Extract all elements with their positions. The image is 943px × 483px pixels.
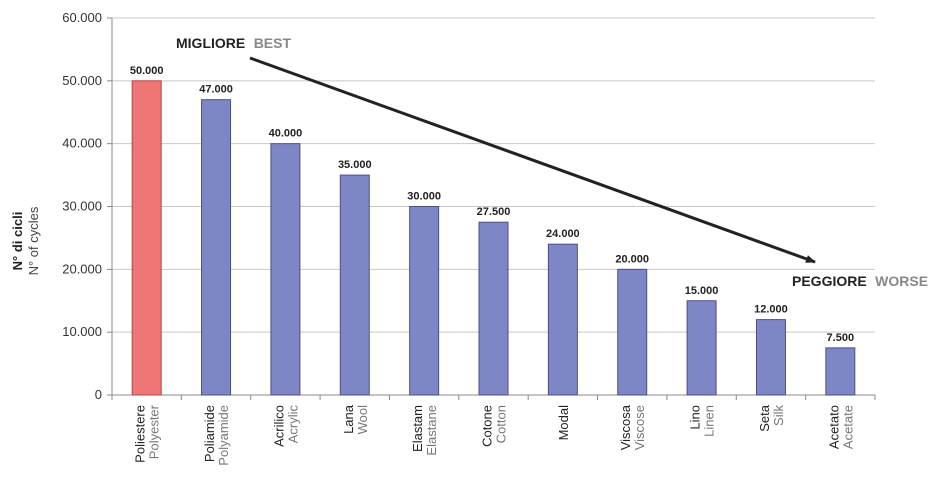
- y-tick-label: 60.000: [62, 10, 102, 25]
- bar-linen: [686, 300, 717, 396]
- x-tick-label-it: Acrilico: [271, 405, 286, 447]
- y-tick-label: 40.000: [62, 136, 102, 151]
- category-labels: Poliestere Polyester Poliamide Polyamide Acr…: [133, 404, 856, 465]
- best-annotation: MIGLIORE BEST: [176, 35, 291, 52]
- trend-arrow: [249, 56, 816, 264]
- x-tick-label-en: Cotton: [494, 405, 509, 443]
- bar-wool: [339, 174, 370, 396]
- bar-polyester: [131, 80, 162, 396]
- bar-modal: [547, 243, 578, 396]
- gridlines: [112, 17, 875, 333]
- y-tick-label: 20.000: [62, 261, 102, 276]
- bar-viscose: [617, 268, 648, 396]
- data-label: 15.000: [685, 285, 719, 297]
- y-tick-label: 10.000: [62, 324, 102, 339]
- x-tick-label-en: Polyester: [147, 404, 162, 459]
- y-axis-title-en: N° of cycles: [26, 206, 41, 275]
- data-label: 12.000: [754, 304, 788, 316]
- x-tick-label-en: Silk: [771, 405, 786, 426]
- x-tick-label-en: Linen: [702, 405, 717, 437]
- x-tick-label-it: Cotone: [480, 405, 495, 447]
- x-tick-label-it: Elastam: [410, 405, 425, 452]
- y-tick-label: 30.000: [62, 199, 102, 214]
- data-label: 35.000: [338, 159, 372, 171]
- x-tick-label-it: Poliestere: [133, 405, 148, 463]
- worst-annotation-en: WORSE: [875, 273, 928, 289]
- bar-silk: [755, 319, 786, 396]
- bar-polyamide: [201, 99, 232, 396]
- data-label: 40.000: [269, 128, 303, 140]
- x-tick-label-en: Viscose: [632, 405, 647, 450]
- worst-annotation: PEGGIORE WORSE: [792, 273, 928, 290]
- x-tick-label-it: Modal: [556, 405, 571, 441]
- x-tick-label-en: Acetate: [840, 405, 855, 449]
- data-label: 7.500: [827, 332, 855, 344]
- data-label: 24.000: [546, 228, 580, 240]
- x-tick-label-en: Elastane: [424, 405, 439, 456]
- data-label: 50.000: [130, 65, 164, 77]
- data-label: 47.000: [199, 84, 233, 96]
- x-tick-label-en: Acrylic: [285, 405, 300, 444]
- data-labels: 50.000 47.000 40.000 35.000 30.000 27.500 24.0…: [130, 65, 854, 344]
- x-tick-label-it: Lino: [688, 405, 703, 430]
- x-tick-label-it: Acetato: [826, 405, 841, 449]
- worst-annotation-it: PEGGIORE: [792, 273, 867, 289]
- data-label: 27.500: [477, 206, 511, 218]
- best-annotation-en: BEST: [254, 35, 292, 51]
- best-annotation-it: MIGLIORE: [176, 35, 245, 51]
- data-label: 20.000: [615, 253, 649, 265]
- y-tick-label: 50.000: [62, 73, 102, 88]
- bar-acetate: [825, 347, 856, 396]
- x-tick-label-en: Polyamide: [216, 405, 231, 466]
- bar-elastane: [409, 206, 440, 396]
- bar-acrylic: [270, 143, 301, 396]
- y-axis-title-it: N° di cicli: [10, 212, 25, 271]
- x-tick-label-it: Lana: [341, 404, 356, 434]
- x-tick-label-it: Viscosa: [618, 404, 633, 450]
- y-tick-label: 0: [95, 387, 102, 402]
- bar-cotton: [478, 221, 509, 396]
- x-tick-label-en: Wool: [355, 405, 370, 434]
- x-tick-label-it: Poliamide: [202, 405, 217, 462]
- x-tick-label-it: Seta: [757, 404, 772, 432]
- bars: [131, 80, 856, 396]
- data-label: 30.000: [407, 191, 441, 203]
